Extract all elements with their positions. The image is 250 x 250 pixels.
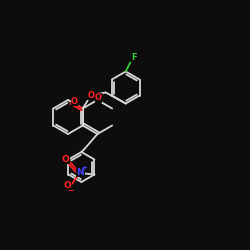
Text: O: O	[62, 155, 69, 164]
Text: O: O	[95, 94, 102, 102]
Text: O: O	[64, 181, 71, 190]
Text: +: +	[82, 166, 87, 172]
Text: −: −	[67, 186, 73, 195]
Text: F: F	[131, 53, 136, 62]
Text: N: N	[76, 168, 84, 177]
Text: O: O	[71, 96, 78, 106]
Text: O: O	[87, 91, 94, 100]
